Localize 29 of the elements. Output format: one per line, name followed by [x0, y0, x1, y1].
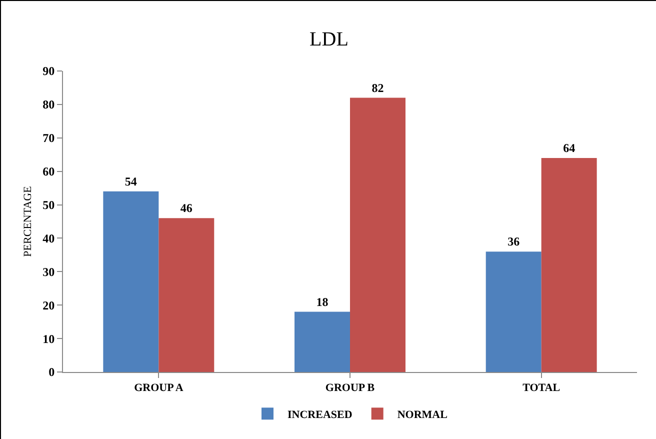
bar: [486, 252, 542, 372]
y-tick-label: 20: [42, 298, 55, 312]
legend-label: INCREASED: [288, 408, 352, 421]
data-label: 64: [563, 140, 576, 155]
y-tick-label: 0: [48, 365, 55, 380]
x-tick-label: GROUP A: [134, 382, 184, 394]
y-tick-label: 30: [42, 264, 55, 279]
y-axis-title: PERCENTAGE: [22, 186, 34, 257]
bar: [294, 312, 350, 372]
y-tick-label: 50: [42, 198, 55, 212]
data-label: 54: [124, 174, 137, 188]
data-label: 82: [372, 80, 384, 95]
x-tick-label: GROUP B: [325, 382, 376, 394]
chart-title: LDL: [310, 28, 348, 51]
data-label: 46: [180, 201, 192, 216]
data-label: 36: [508, 234, 520, 249]
y-tick-label: 40: [42, 231, 55, 246]
bar: [541, 158, 597, 372]
legend-label: NORMAL: [397, 408, 448, 421]
y-tick-label: 10: [42, 332, 55, 346]
bar: [103, 191, 159, 372]
y-tick-label: 90: [42, 64, 55, 78]
bar: [158, 218, 214, 372]
x-tick-label: TOTAL: [522, 382, 560, 394]
y-tick-label: 80: [42, 98, 55, 112]
data-label: 18: [316, 294, 328, 309]
y-tick-label: 60: [42, 164, 55, 179]
bar: [350, 98, 406, 372]
y-tick-label: 70: [42, 131, 55, 146]
